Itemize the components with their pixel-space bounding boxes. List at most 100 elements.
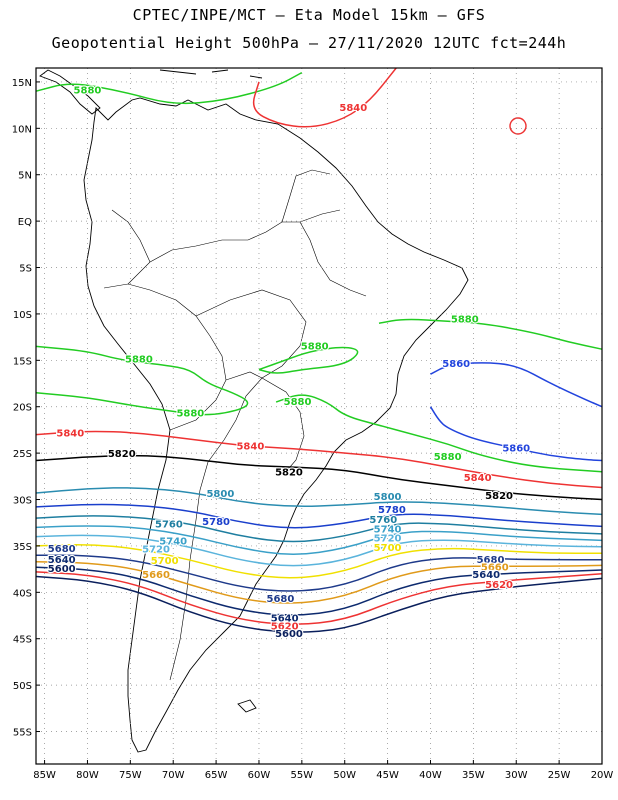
axis-ticks: 85W 80W 75W 70W 65W 60W 55W 50W 45W 40W 35W 30W 25W 2… — [12, 78, 614, 781]
lon-tick-label: 20W — [591, 770, 614, 781]
lat-tick-label: 25S — [13, 449, 32, 460]
map-frame — [35, 67, 603, 765]
falkland-islands — [237, 699, 257, 713]
lat-tick-label: 15N — [12, 78, 32, 89]
lat-tick-label: 55S — [13, 728, 32, 739]
contour-5800 — [35, 487, 603, 516]
caribbean-islands — [159, 69, 263, 79]
contour-label-5860: 5860 — [442, 359, 470, 370]
contour-label-5720: 5720 — [142, 545, 170, 556]
contour-5620 — [35, 571, 603, 626]
lon-tick-label: 30W — [505, 770, 528, 781]
contour-label-5880: 5880 — [284, 397, 312, 408]
contour-5840 — [35, 430, 603, 489]
contour-label-5700: 5700 — [374, 543, 402, 554]
lat-tick-label: EQ — [18, 217, 32, 228]
contour-5740 — [35, 525, 603, 555]
contour-5880 — [35, 345, 249, 416]
map-title: CPTEC/INPE/MCT – Eta Model 15km – GFS — [132, 6, 486, 24]
contour-label-5600: 5600 — [48, 564, 76, 575]
contour-label-5860: 5860 — [502, 444, 530, 455]
lat-tick-label: 50S — [13, 681, 32, 692]
contour-label-5840: 5840 — [464, 473, 492, 484]
contour-5840 — [252, 67, 397, 128]
lat-tick-label: 40S — [13, 588, 32, 599]
contour-5640 — [35, 566, 603, 616]
contour-label-layer: 5880 5880 5880 5880 5880 5880 5880 5860 5860 5840… — [47, 84, 532, 641]
lon-tick-label: 60W — [248, 770, 271, 781]
small-island-circle — [509, 117, 527, 135]
contour-5880 — [275, 394, 603, 473]
contour-label-5880: 5880 — [451, 315, 479, 326]
lat-tick-label: 45S — [13, 635, 32, 646]
map-subtitle: Geopotential Height 500hPa – 27/11/2020 … — [51, 34, 567, 52]
lon-tick-label: 70W — [162, 770, 185, 781]
contour-label-5640: 5640 — [472, 570, 500, 581]
contour-label-5720: 5720 — [374, 534, 402, 545]
contour-label-5800: 5800 — [206, 489, 234, 500]
contour-label-5760: 5760 — [369, 515, 397, 526]
lon-tick-label: 85W — [33, 770, 56, 781]
contour-label-5740: 5740 — [159, 536, 187, 547]
lon-tick-label: 50W — [333, 770, 356, 781]
coastline-layer — [39, 69, 527, 753]
contour-label-5640: 5640 — [48, 555, 76, 566]
contour-label-5680: 5680 — [477, 555, 505, 566]
lat-tick-label: 35S — [13, 542, 32, 553]
lat-tick-label: 5N — [18, 171, 32, 182]
contour-label-5880: 5880 — [125, 354, 153, 365]
contour-label-5680: 5680 — [48, 544, 76, 555]
lon-tick-label: 35W — [462, 770, 485, 781]
lon-tick-label: 75W — [119, 770, 142, 781]
contour-label-5660: 5660 — [142, 570, 170, 581]
contour-label-5880: 5880 — [74, 85, 102, 96]
contour-label-5620: 5620 — [485, 580, 513, 591]
south-america-coastline — [83, 97, 469, 753]
contour-label-5840: 5840 — [339, 103, 367, 114]
lat-tick-label: 10N — [12, 124, 32, 135]
contour-label-5840: 5840 — [236, 442, 264, 453]
country-borders — [103, 169, 367, 681]
contour-5820 — [35, 454, 603, 501]
contour-label-5880: 5880 — [301, 341, 329, 352]
contour-label-5660: 5660 — [481, 562, 509, 573]
contour-label-5780: 5780 — [202, 517, 230, 528]
contour-5680 — [36, 554, 602, 592]
lon-tick-label: 40W — [419, 770, 442, 781]
contour-label-5820: 5820 — [108, 449, 136, 460]
contour-5860 — [429, 406, 603, 462]
contour-label-5740: 5740 — [374, 524, 402, 535]
contour-label-5880: 5880 — [176, 408, 204, 419]
contour-5720 — [35, 534, 603, 567]
contour-5860 — [430, 362, 603, 408]
contour-5660 — [35, 560, 603, 604]
contour-label-5820: 5820 — [275, 468, 303, 479]
contour-label-5640: 5640 — [271, 613, 299, 624]
contour-5760 — [35, 515, 603, 543]
central-america-coastline — [39, 69, 101, 115]
contour-5880 — [258, 346, 359, 374]
contour-5700 — [35, 544, 602, 579]
contour-label-5840: 5840 — [56, 429, 84, 440]
contour-label-5780: 5780 — [378, 505, 406, 516]
lat-tick-label: 10S — [13, 310, 32, 321]
contour-label-5680: 5680 — [266, 594, 294, 605]
contour-5600 — [35, 575, 603, 633]
lon-tick-label: 80W — [76, 770, 99, 781]
contour-label-5820: 5820 — [485, 491, 513, 502]
contour-5880 — [35, 71, 303, 105]
lon-tick-label: 55W — [291, 770, 314, 781]
contour-label-5800: 5800 — [374, 492, 402, 503]
contour-label-5700: 5700 — [151, 556, 179, 567]
lat-tick-label: 5S — [19, 264, 32, 275]
contour-layer — [35, 67, 603, 633]
graticule — [36, 68, 603, 764]
lon-tick-label: 45W — [376, 770, 399, 781]
lat-tick-label: 15S — [13, 356, 32, 367]
lon-tick-label: 65W — [205, 770, 228, 781]
lat-tick-label: 20S — [13, 403, 32, 414]
contour-label-5600: 5600 — [275, 629, 303, 640]
contour-label-5760: 5760 — [155, 520, 183, 531]
lat-tick-label: 30S — [13, 496, 32, 507]
